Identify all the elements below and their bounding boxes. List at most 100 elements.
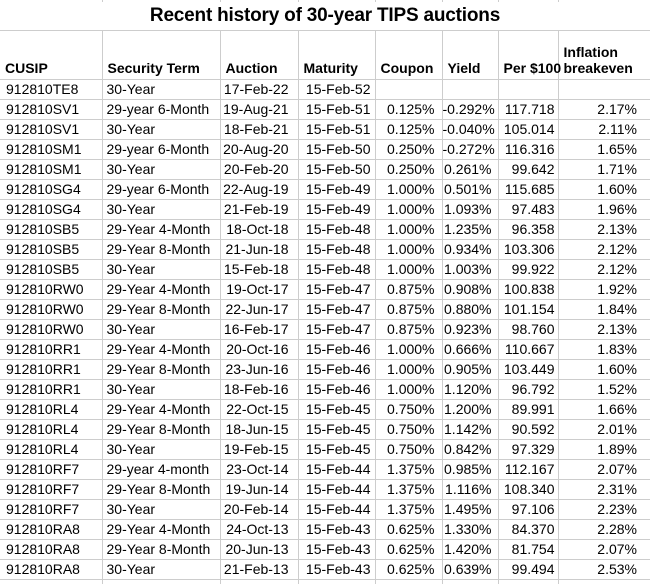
cell-per100[interactable]: 99.922: [498, 259, 559, 280]
cell-cusip[interactable]: 912810RA8: [0, 519, 103, 540]
cell-breakeven[interactable]: 1.83%: [558, 339, 650, 360]
cell-breakeven[interactable]: 1.60%: [558, 359, 650, 380]
cell-auction[interactable]: 19-Feb-15: [220, 439, 299, 460]
cell-per100[interactable]: 97.106: [498, 499, 559, 520]
cell-per100[interactable]: 84.370: [498, 519, 559, 540]
cell-yield[interactable]: 1.116%: [442, 479, 499, 500]
cell-cusip[interactable]: 912810SV1: [0, 119, 103, 140]
cell-coupon[interactable]: 0.875%: [375, 299, 443, 320]
cell-breakeven[interactable]: 1.89%: [558, 439, 650, 460]
cell-breakeven[interactable]: 2.07%: [558, 459, 650, 480]
cell-term[interactable]: 30-Year: [102, 259, 221, 280]
cell-cusip[interactable]: 912810RR1: [0, 339, 103, 360]
column-header-per100[interactable]: Per $100: [498, 31, 561, 80]
cell-cusip[interactable]: 912810TE8: [0, 79, 103, 100]
cell-yield[interactable]: 0.261%: [442, 159, 499, 180]
cell-maturity[interactable]: 15-Feb-51: [298, 99, 376, 120]
cell-maturity[interactable]: 15-Feb-48: [298, 259, 376, 280]
cell-maturity[interactable]: 15-Feb-44: [298, 479, 376, 500]
cell-coupon[interactable]: 1.000%: [375, 199, 443, 220]
cell-term[interactable]: 30-Year: [102, 559, 221, 580]
cell-term[interactable]: 29-Year 4-Month: [102, 339, 221, 360]
cell-term[interactable]: 30-Year: [102, 159, 221, 180]
cell-per100[interactable]: 99.494: [498, 559, 559, 580]
cell-maturity[interactable]: 15-Feb-52: [298, 79, 376, 100]
cell-coupon[interactable]: 0.625%: [375, 539, 443, 560]
cell-cusip[interactable]: 912810SB5: [0, 239, 103, 260]
cell-term[interactable]: 29-Year 8-Month: [102, 239, 221, 260]
cell-coupon[interactable]: 0.875%: [375, 319, 443, 340]
cell-breakeven[interactable]: [558, 79, 650, 100]
cell-breakeven[interactable]: 2.31%: [558, 479, 650, 500]
cell-cusip[interactable]: 912810SG4: [0, 199, 103, 220]
cell-maturity[interactable]: 15-Feb-46: [298, 359, 376, 380]
cell-term[interactable]: 29-Year 4-Month: [102, 519, 221, 540]
cell-coupon[interactable]: 1.375%: [375, 479, 443, 500]
cell-maturity[interactable]: 15-Feb-48: [298, 219, 376, 240]
cell-auction[interactable]: 19-Oct-17: [220, 279, 299, 300]
cell-coupon[interactable]: 0.250%: [375, 159, 443, 180]
cell-term[interactable]: 30-Year: [102, 379, 221, 400]
cell-cusip[interactable]: 912810RF7: [0, 499, 103, 520]
cell-yield[interactable]: 1.093%: [442, 199, 499, 220]
cell-coupon[interactable]: 1.000%: [375, 239, 443, 260]
cell-breakeven[interactable]: 1.52%: [558, 379, 650, 400]
cell-cusip[interactable]: 912810SM1: [0, 139, 103, 160]
cell-auction[interactable]: 20-Oct-16: [220, 339, 299, 360]
cell-per100[interactable]: 105.014: [498, 119, 559, 140]
cell-maturity[interactable]: 15-Feb-47: [298, 299, 376, 320]
cell-cusip[interactable]: 912810RW0: [0, 319, 103, 340]
cell-coupon[interactable]: 0.750%: [375, 399, 443, 420]
cell-maturity[interactable]: 15-Feb-47: [298, 279, 376, 300]
cell-per100[interactable]: 99.642: [498, 159, 559, 180]
cell-term[interactable]: 29-Year 8-Month: [102, 419, 221, 440]
cell-auction[interactable]: 17-Feb-22: [220, 79, 299, 100]
cell-maturity[interactable]: 15-Feb-51: [298, 119, 376, 140]
cell-per100[interactable]: 96.358: [498, 219, 559, 240]
cell-per100[interactable]: 116.316: [498, 139, 559, 160]
cell-maturity[interactable]: 15-Feb-45: [298, 419, 376, 440]
cell-term[interactable]: 29-Year 8-Month: [102, 359, 221, 380]
cell-cusip[interactable]: 912810RF7: [0, 459, 103, 480]
cell-yield[interactable]: -0.040%: [442, 119, 499, 140]
cell-cusip[interactable]: 912810RW0: [0, 299, 103, 320]
cell-auction[interactable]: 21-Jun-18: [220, 239, 299, 260]
cell-auction[interactable]: 24-Oct-13: [220, 519, 299, 540]
cell-per100[interactable]: 117.718: [498, 99, 559, 120]
cell-term[interactable]: 29-Year 4-Month: [102, 279, 221, 300]
cell-maturity[interactable]: 15-Feb-47: [298, 319, 376, 340]
cell-term[interactable]: 30-Year: [102, 439, 221, 460]
cell-coupon[interactable]: 0.875%: [375, 279, 443, 300]
cell-cusip[interactable]: 912810RR1: [0, 359, 103, 380]
cell-cusip[interactable]: 912810RL4: [0, 439, 103, 460]
cell-auction[interactable]: 22-Aug-19: [220, 179, 299, 200]
cell-yield[interactable]: 1.330%: [442, 519, 499, 540]
cell-breakeven[interactable]: 2.53%: [558, 559, 650, 580]
cell-per100[interactable]: [498, 79, 559, 100]
cell-maturity[interactable]: 15-Feb-49: [298, 199, 376, 220]
cell-auction[interactable]: 22-Oct-15: [220, 399, 299, 420]
cell-cusip[interactable]: 912810RR1: [0, 379, 103, 400]
cell-yield[interactable]: 0.905%: [442, 359, 499, 380]
cell-term[interactable]: 29-Year 8-Month: [102, 479, 221, 500]
cell-yield[interactable]: 1.495%: [442, 499, 499, 520]
cell-per100[interactable]: 115.685: [498, 179, 559, 200]
cell-breakeven[interactable]: 1.71%: [558, 159, 650, 180]
cell-auction[interactable]: 18-Feb-16: [220, 379, 299, 400]
cell-coupon[interactable]: 1.375%: [375, 499, 443, 520]
cell-coupon[interactable]: 1.000%: [375, 379, 443, 400]
cell-cusip[interactable]: 912810RL4: [0, 419, 103, 440]
cell-auction[interactable]: 19-Jun-14: [220, 479, 299, 500]
cell-yield[interactable]: 0.923%: [442, 319, 499, 340]
cell-auction[interactable]: 19-Aug-21: [220, 99, 299, 120]
cell-breakeven[interactable]: 2.23%: [558, 499, 650, 520]
cell-maturity[interactable]: 15-Feb-45: [298, 399, 376, 420]
cell-term[interactable]: 30-Year: [102, 499, 221, 520]
cell-yield[interactable]: 0.880%: [442, 299, 499, 320]
cell-coupon[interactable]: 1.000%: [375, 219, 443, 240]
cell-auction[interactable]: 20-Feb-14: [220, 499, 299, 520]
cell-yield[interactable]: [442, 79, 499, 100]
cell-term[interactable]: 29-Year 8-Month: [102, 299, 221, 320]
cell-yield[interactable]: 0.666%: [442, 339, 499, 360]
column-header-term[interactable]: Security Term: [102, 31, 221, 80]
